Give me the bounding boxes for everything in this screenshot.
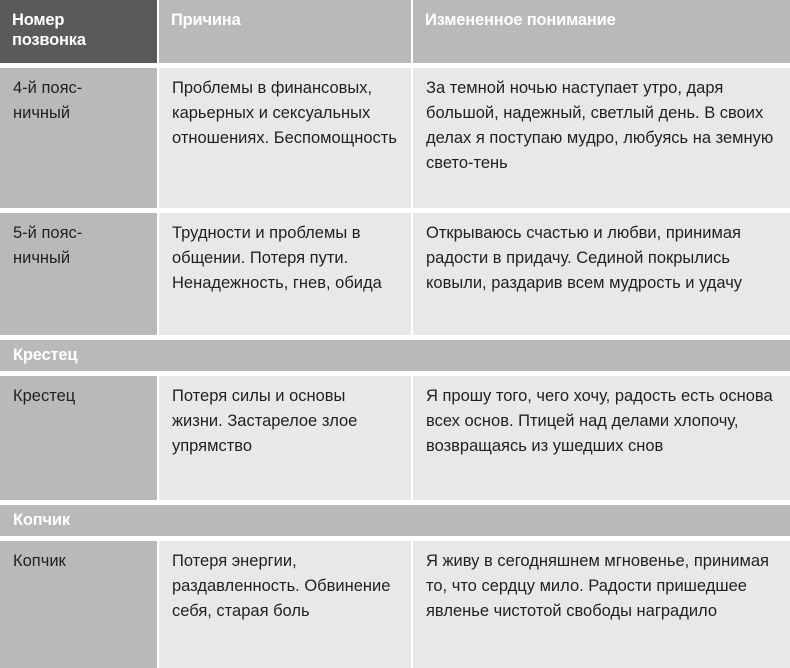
cell-understanding: Я живу в сегодняшнем мгновенье, принимая…: [413, 541, 790, 668]
cell-vertebra-line2: ничный: [13, 249, 71, 267]
section-header-coccyx: Копчик: [0, 505, 790, 536]
section-header-sacrum: Крестец: [0, 340, 790, 371]
cell-vertebra: Крестец: [0, 376, 157, 500]
cell-vertebra: Копчик: [0, 541, 157, 668]
table-header-row: Номер позвонка Причина Измененное понима…: [0, 0, 790, 63]
cell-vertebra-line1: 5-й пояс-: [13, 224, 83, 242]
column-header-vertebra-number: Номер позвонка: [0, 0, 157, 63]
table-row: 5-й пояс- ничный Трудности и проблемы в …: [0, 213, 790, 335]
cell-cause: Потеря энергии, раздавленность. Обвинени…: [159, 541, 411, 668]
column-header-vertebra-number-line1: Номер: [12, 11, 65, 29]
cell-vertebra-line2: ничный: [13, 104, 71, 122]
table-row: Крестец Потеря силы и основы жизни. Заст…: [0, 376, 790, 500]
column-header-understanding: Измененное понимание: [413, 0, 790, 63]
cell-cause: Трудности и проблемы в общении. Потеря п…: [159, 213, 411, 335]
column-header-vertebra-number-line2: позвонка: [12, 31, 86, 49]
cell-understanding: Открываюсь счастью и любви, принимая рад…: [413, 213, 790, 335]
section-header-label: Крестец: [13, 346, 78, 364]
cell-vertebra-line1: 4-й пояс-: [13, 79, 83, 97]
table-row: 4-й пояс- ничный Проблемы в финансовых, …: [0, 68, 790, 208]
cell-cause: Проблемы в финансовых, карьерных и сексу…: [159, 68, 411, 208]
cell-understanding: За темной ночью наступает утро, даря бол…: [413, 68, 790, 208]
cell-vertebra: 5-й пояс- ничный: [0, 213, 157, 335]
section-header-label: Копчик: [13, 511, 70, 529]
cell-vertebra: 4-й пояс- ничный: [0, 68, 157, 208]
table-row: Копчик Потеря энергии, раздавленность. О…: [0, 541, 790, 668]
cell-cause: Потеря силы и основы жизни. Застарелое з…: [159, 376, 411, 500]
cell-understanding: Я прошу того, чего хочу, радость есть ос…: [413, 376, 790, 500]
column-header-cause: Причина: [159, 0, 411, 63]
